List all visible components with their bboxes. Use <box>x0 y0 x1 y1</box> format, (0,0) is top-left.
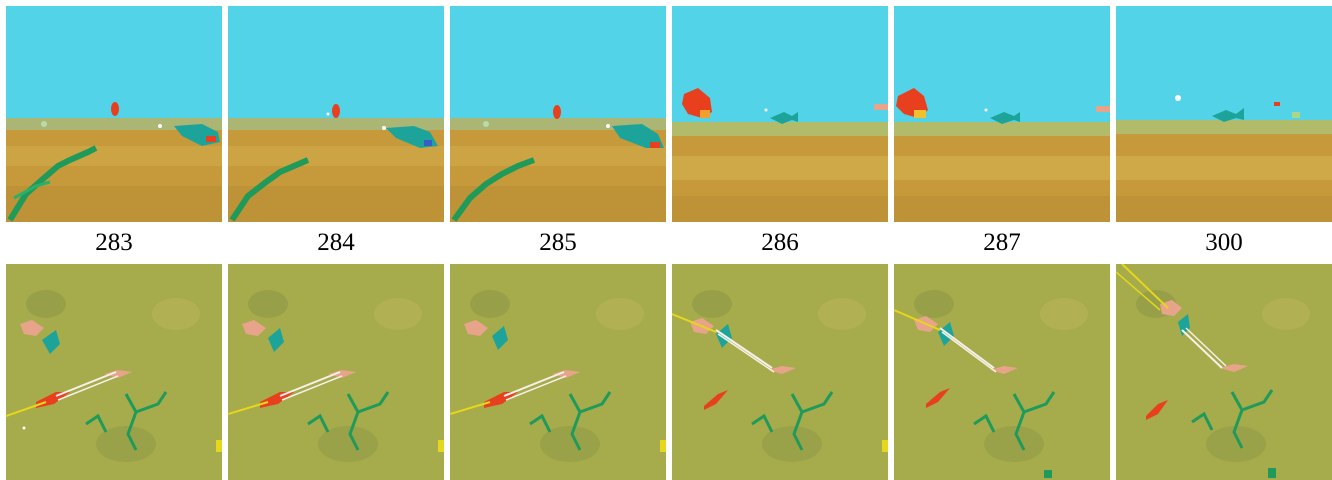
rope-white <box>279 371 341 397</box>
first-person-frame-284 <box>228 6 444 222</box>
topdown-view <box>6 264 222 480</box>
frame-number-label: 300 <box>1205 229 1243 256</box>
frame-number-label: 284 <box>317 229 355 256</box>
frame-number-label: 287 <box>983 229 1021 256</box>
rope-yellow <box>450 401 491 415</box>
seaweed-plant <box>229 157 310 222</box>
teal-fish <box>938 322 954 346</box>
rope-white <box>939 327 995 369</box>
underwater-view <box>6 6 222 222</box>
rope-white <box>1181 329 1223 369</box>
green-plant <box>790 393 804 451</box>
teal-fish <box>1178 314 1190 336</box>
red-creature <box>1146 400 1168 420</box>
first-person-frame-283 <box>6 6 222 222</box>
teal-fish <box>268 328 284 352</box>
red-creature <box>553 105 561 119</box>
top-down-frame-286 <box>672 264 888 480</box>
teal-fish <box>770 112 798 124</box>
seaweed-plant <box>7 145 98 222</box>
frame-number-label: 283 <box>95 229 133 256</box>
underwater-view <box>894 6 1110 222</box>
first-person-frame-287 <box>894 6 1110 222</box>
teal-fish <box>492 326 508 350</box>
frame-number-label: 286 <box>761 229 799 256</box>
green-plant <box>568 393 582 451</box>
rope-yellow <box>672 313 717 333</box>
red-creature <box>484 392 518 408</box>
underwater-view <box>450 6 666 222</box>
green-plant <box>346 393 360 451</box>
teal-fish <box>42 330 60 354</box>
red-creature <box>704 390 728 410</box>
top-down-frame-283 <box>6 264 222 480</box>
teal-fish <box>1212 108 1244 122</box>
red-creature <box>36 392 70 408</box>
pink-creature <box>1160 300 1182 316</box>
first-person-frame-285 <box>450 6 666 222</box>
rope-yellow <box>6 401 47 417</box>
rope-yellow <box>228 401 269 415</box>
top-down-frame-285 <box>450 264 666 480</box>
red-creature <box>260 392 294 408</box>
rope-white <box>715 329 773 369</box>
green-plant <box>1230 391 1244 449</box>
red-creature <box>332 104 340 118</box>
top-down-frame-300 <box>1116 264 1332 480</box>
frame-label-row: 283 284 285 286 287 300 <box>6 222 1328 264</box>
rope-white <box>55 371 117 397</box>
first-person-row <box>6 6 1332 222</box>
frame-number-label: 285 <box>539 229 577 256</box>
red-creature <box>926 388 950 408</box>
topdown-view <box>228 264 444 480</box>
topdown-view <box>450 264 666 480</box>
rope-white <box>503 371 565 397</box>
red-creature <box>111 102 119 116</box>
green-plant <box>1012 393 1026 451</box>
topdown-view <box>1116 264 1332 480</box>
topdown-view <box>672 264 888 480</box>
first-person-frame-286 <box>672 6 888 222</box>
underwater-view <box>228 6 444 222</box>
top-down-row <box>6 264 1332 480</box>
frame-grid: 283 284 285 286 287 300 <box>6 6 1332 480</box>
seaweed-plant <box>451 157 536 222</box>
top-down-frame-284 <box>228 264 444 480</box>
top-down-frame-287 <box>894 264 1110 480</box>
pink-creature <box>874 104 888 110</box>
rope-yellow <box>1121 264 1169 309</box>
underwater-view <box>1116 6 1332 222</box>
pink-creature <box>1096 106 1110 112</box>
rope-yellow <box>894 309 941 331</box>
teal-fish <box>990 112 1020 124</box>
pink-creature <box>20 320 44 336</box>
underwater-view <box>672 6 888 222</box>
pink-creature <box>464 320 488 336</box>
first-person-frame-300 <box>1116 6 1332 222</box>
green-plant <box>124 393 138 451</box>
topdown-view <box>894 264 1110 480</box>
pink-creature <box>242 320 266 336</box>
